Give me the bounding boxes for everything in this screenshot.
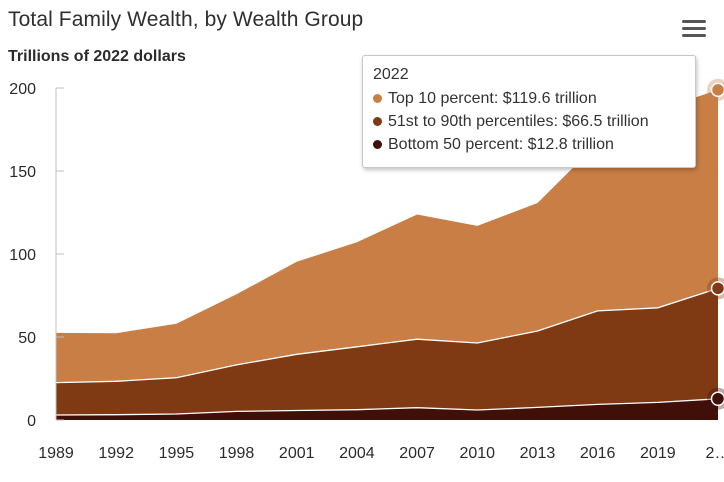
tooltip-title: 2022 bbox=[373, 66, 409, 83]
chart-subtitle: Trillions of 2022 dollars bbox=[8, 48, 186, 65]
hover-marker-bottom-50-percent bbox=[710, 391, 724, 407]
y-tick-label-200: 200 bbox=[9, 81, 36, 98]
tooltip-label-top10: Top 10 percent: $119.6 trillion bbox=[388, 89, 597, 107]
boundary-bottom-50-percent bbox=[55, 398, 719, 416]
tooltip-row-middle40: 51st to 90th percentiles: $66.5 trillion bbox=[373, 110, 685, 133]
x-tick-label-2013: 2013 bbox=[520, 445, 556, 462]
x-tick-label-2010: 2010 bbox=[459, 445, 495, 462]
x-tick-label-2004: 2004 bbox=[339, 445, 375, 462]
y-tick-label-150: 150 bbox=[9, 164, 36, 181]
x-tick-label-2016: 2016 bbox=[580, 445, 616, 462]
x-tick-label-1995: 1995 bbox=[159, 445, 195, 462]
x-tick-label-1992: 1992 bbox=[98, 445, 134, 462]
tooltip-dot-bottom50 bbox=[373, 140, 382, 149]
tooltip-label-bottom50: Bottom 50 percent: $12.8 trillion bbox=[388, 135, 614, 153]
x-tick-label-2…: 2… bbox=[706, 445, 724, 462]
y-tick-label-50: 50 bbox=[18, 330, 36, 347]
tooltip-dot-middle40 bbox=[373, 117, 382, 126]
x-tick-label-1998: 1998 bbox=[219, 445, 255, 462]
hover-marker-top-10-percent bbox=[710, 82, 724, 98]
x-tick-label-2007: 2007 bbox=[399, 445, 435, 462]
area-top-10-percent bbox=[56, 89, 718, 383]
tooltip: 2022 Top 10 percent: $119.6 trillion 51s… bbox=[362, 55, 696, 168]
x-tick-label-2019: 2019 bbox=[640, 445, 676, 462]
tooltip-dot-top10 bbox=[373, 94, 382, 103]
y-tick-label-100: 100 bbox=[9, 247, 36, 264]
area-51st-to-90th-percentiles bbox=[56, 288, 718, 415]
tooltip-row-bottom50: Bottom 50 percent: $12.8 trillion bbox=[373, 133, 685, 156]
area-bottom-50-percent bbox=[56, 398, 718, 420]
x-tick-label-1989: 1989 bbox=[38, 445, 74, 462]
hover-marker-51st-to-90th-percentiles bbox=[710, 281, 724, 296]
boundary-51st-to-90th-percentiles bbox=[55, 287, 719, 384]
chart-title: Total Family Wealth, by Wealth Group bbox=[8, 8, 364, 31]
hamburger-menu-icon[interactable] bbox=[682, 20, 706, 40]
tooltip-row-top10: Top 10 percent: $119.6 trillion bbox=[373, 87, 685, 110]
tooltip-label-middle40: 51st to 90th percentiles: $66.5 trillion bbox=[388, 112, 649, 130]
y-tick-label-0: 0 bbox=[27, 413, 36, 430]
x-tick-label-2001: 2001 bbox=[279, 445, 315, 462]
